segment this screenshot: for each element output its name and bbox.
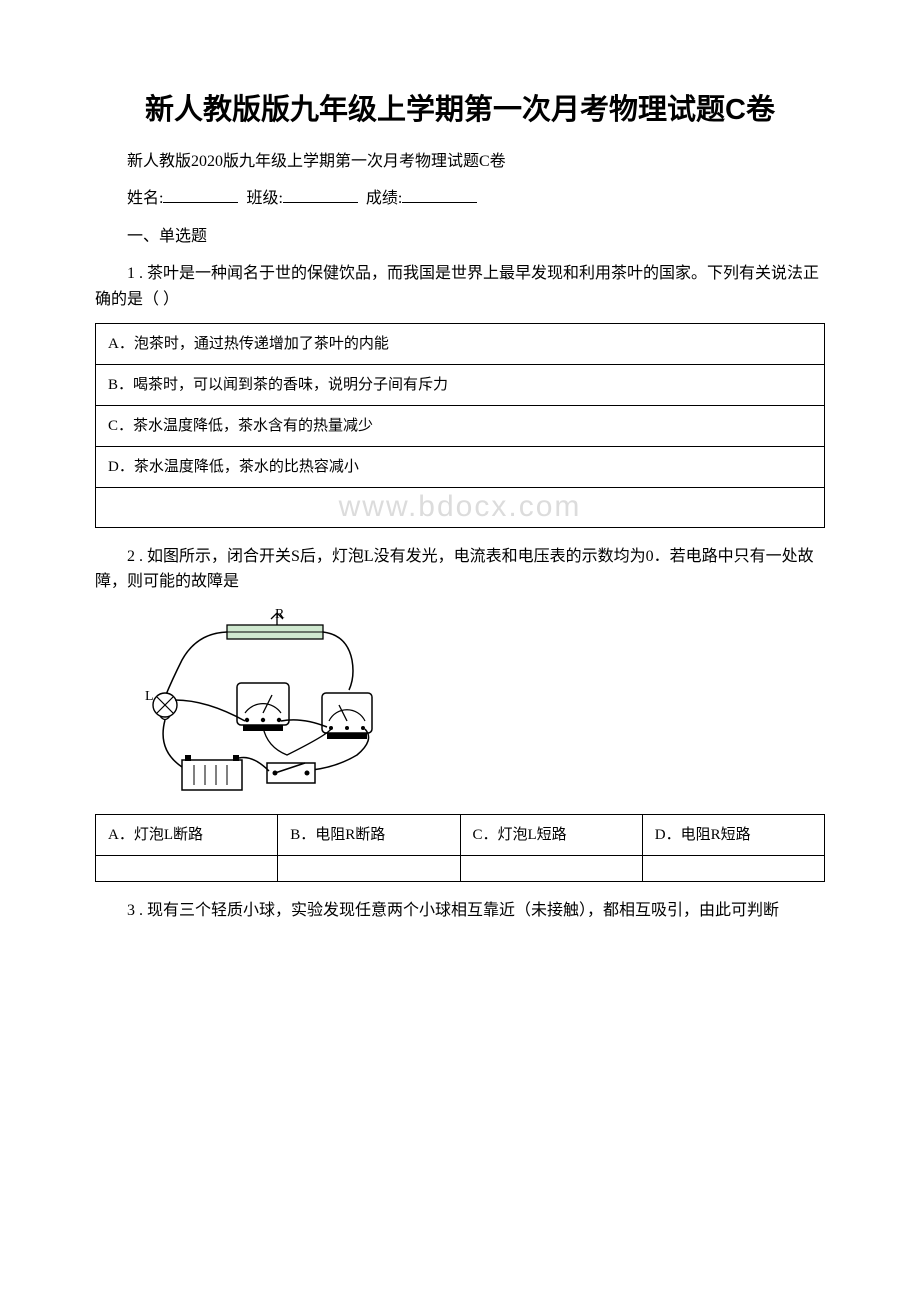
voltmeter-icon <box>322 693 372 739</box>
class-label: 班级: <box>246 190 282 207</box>
class-blank[interactable] <box>283 187 358 203</box>
q1-options-table: A．泡茶时，通过热传递增加了茶叶的内能 B．喝茶时，可以闻到茶的香味，说明分子间… <box>95 323 825 528</box>
q1-watermark-row: www.bdocx.com <box>96 487 825 527</box>
q2-empty-cell <box>278 855 460 881</box>
name-blank[interactable] <box>163 187 238 203</box>
section-heading: 一、单选题 <box>95 224 825 250</box>
q2-option-a[interactable]: A．灯泡L断路 <box>96 814 278 855</box>
ammeter-icon <box>237 683 289 731</box>
battery-icon <box>182 755 242 790</box>
student-info-line: 姓名: 班级: 成绩: <box>95 186 825 212</box>
q1-option-c[interactable]: C．茶水温度降低，茶水含有的热量减少 <box>96 405 825 446</box>
q2-option-b[interactable]: B．电阻R断路 <box>278 814 460 855</box>
q2-circuit-figure: R L <box>127 605 825 800</box>
circuit-diagram-icon: R L <box>127 605 387 800</box>
watermark-text: www.bdocx.com <box>339 483 582 531</box>
q2-empty-cell <box>642 855 824 881</box>
score-blank[interactable] <box>402 187 477 203</box>
q2-options-table: A．灯泡L断路 B．电阻R断路 C．灯泡L短路 D．电阻R短路 <box>95 814 825 882</box>
q3-stem: 3 . 现有三个轻质小球，实验发现任意两个小球相互靠近（未接触），都相互吸引，由… <box>95 898 825 924</box>
q1-stem: 1 . 茶叶是一种闻名于世的保健饮品，而我国是世界上最早发现和利用茶叶的国家。下… <box>95 261 825 312</box>
q2-empty-cell <box>96 855 278 881</box>
q2-stem: 2 . 如图所示，闭合开关S后，灯泡L没有发光，电流表和电压表的示数均为0．若电… <box>95 544 825 595</box>
score-label: 成绩: <box>366 190 402 207</box>
label-l: L <box>145 689 154 704</box>
q2-empty-cell <box>460 855 642 881</box>
q1-option-b[interactable]: B．喝茶时，可以闻到茶的香味，说明分子间有斥力 <box>96 364 825 405</box>
q2-option-c[interactable]: C．灯泡L短路 <box>460 814 642 855</box>
q1-option-d[interactable]: D．茶水温度降低，茶水的比热容减小 <box>96 446 825 487</box>
subtitle: 新人教版2020版九年级上学期第一次月考物理试题C卷 <box>95 149 825 175</box>
q2-option-d[interactable]: D．电阻R短路 <box>642 814 824 855</box>
switch-icon <box>267 763 315 783</box>
q1-option-a[interactable]: A．泡茶时，通过热传递增加了茶叶的内能 <box>96 323 825 364</box>
name-label: 姓名: <box>127 190 163 207</box>
page-title: 新人教版版九年级上学期第一次月考物理试题C卷 <box>95 90 825 131</box>
